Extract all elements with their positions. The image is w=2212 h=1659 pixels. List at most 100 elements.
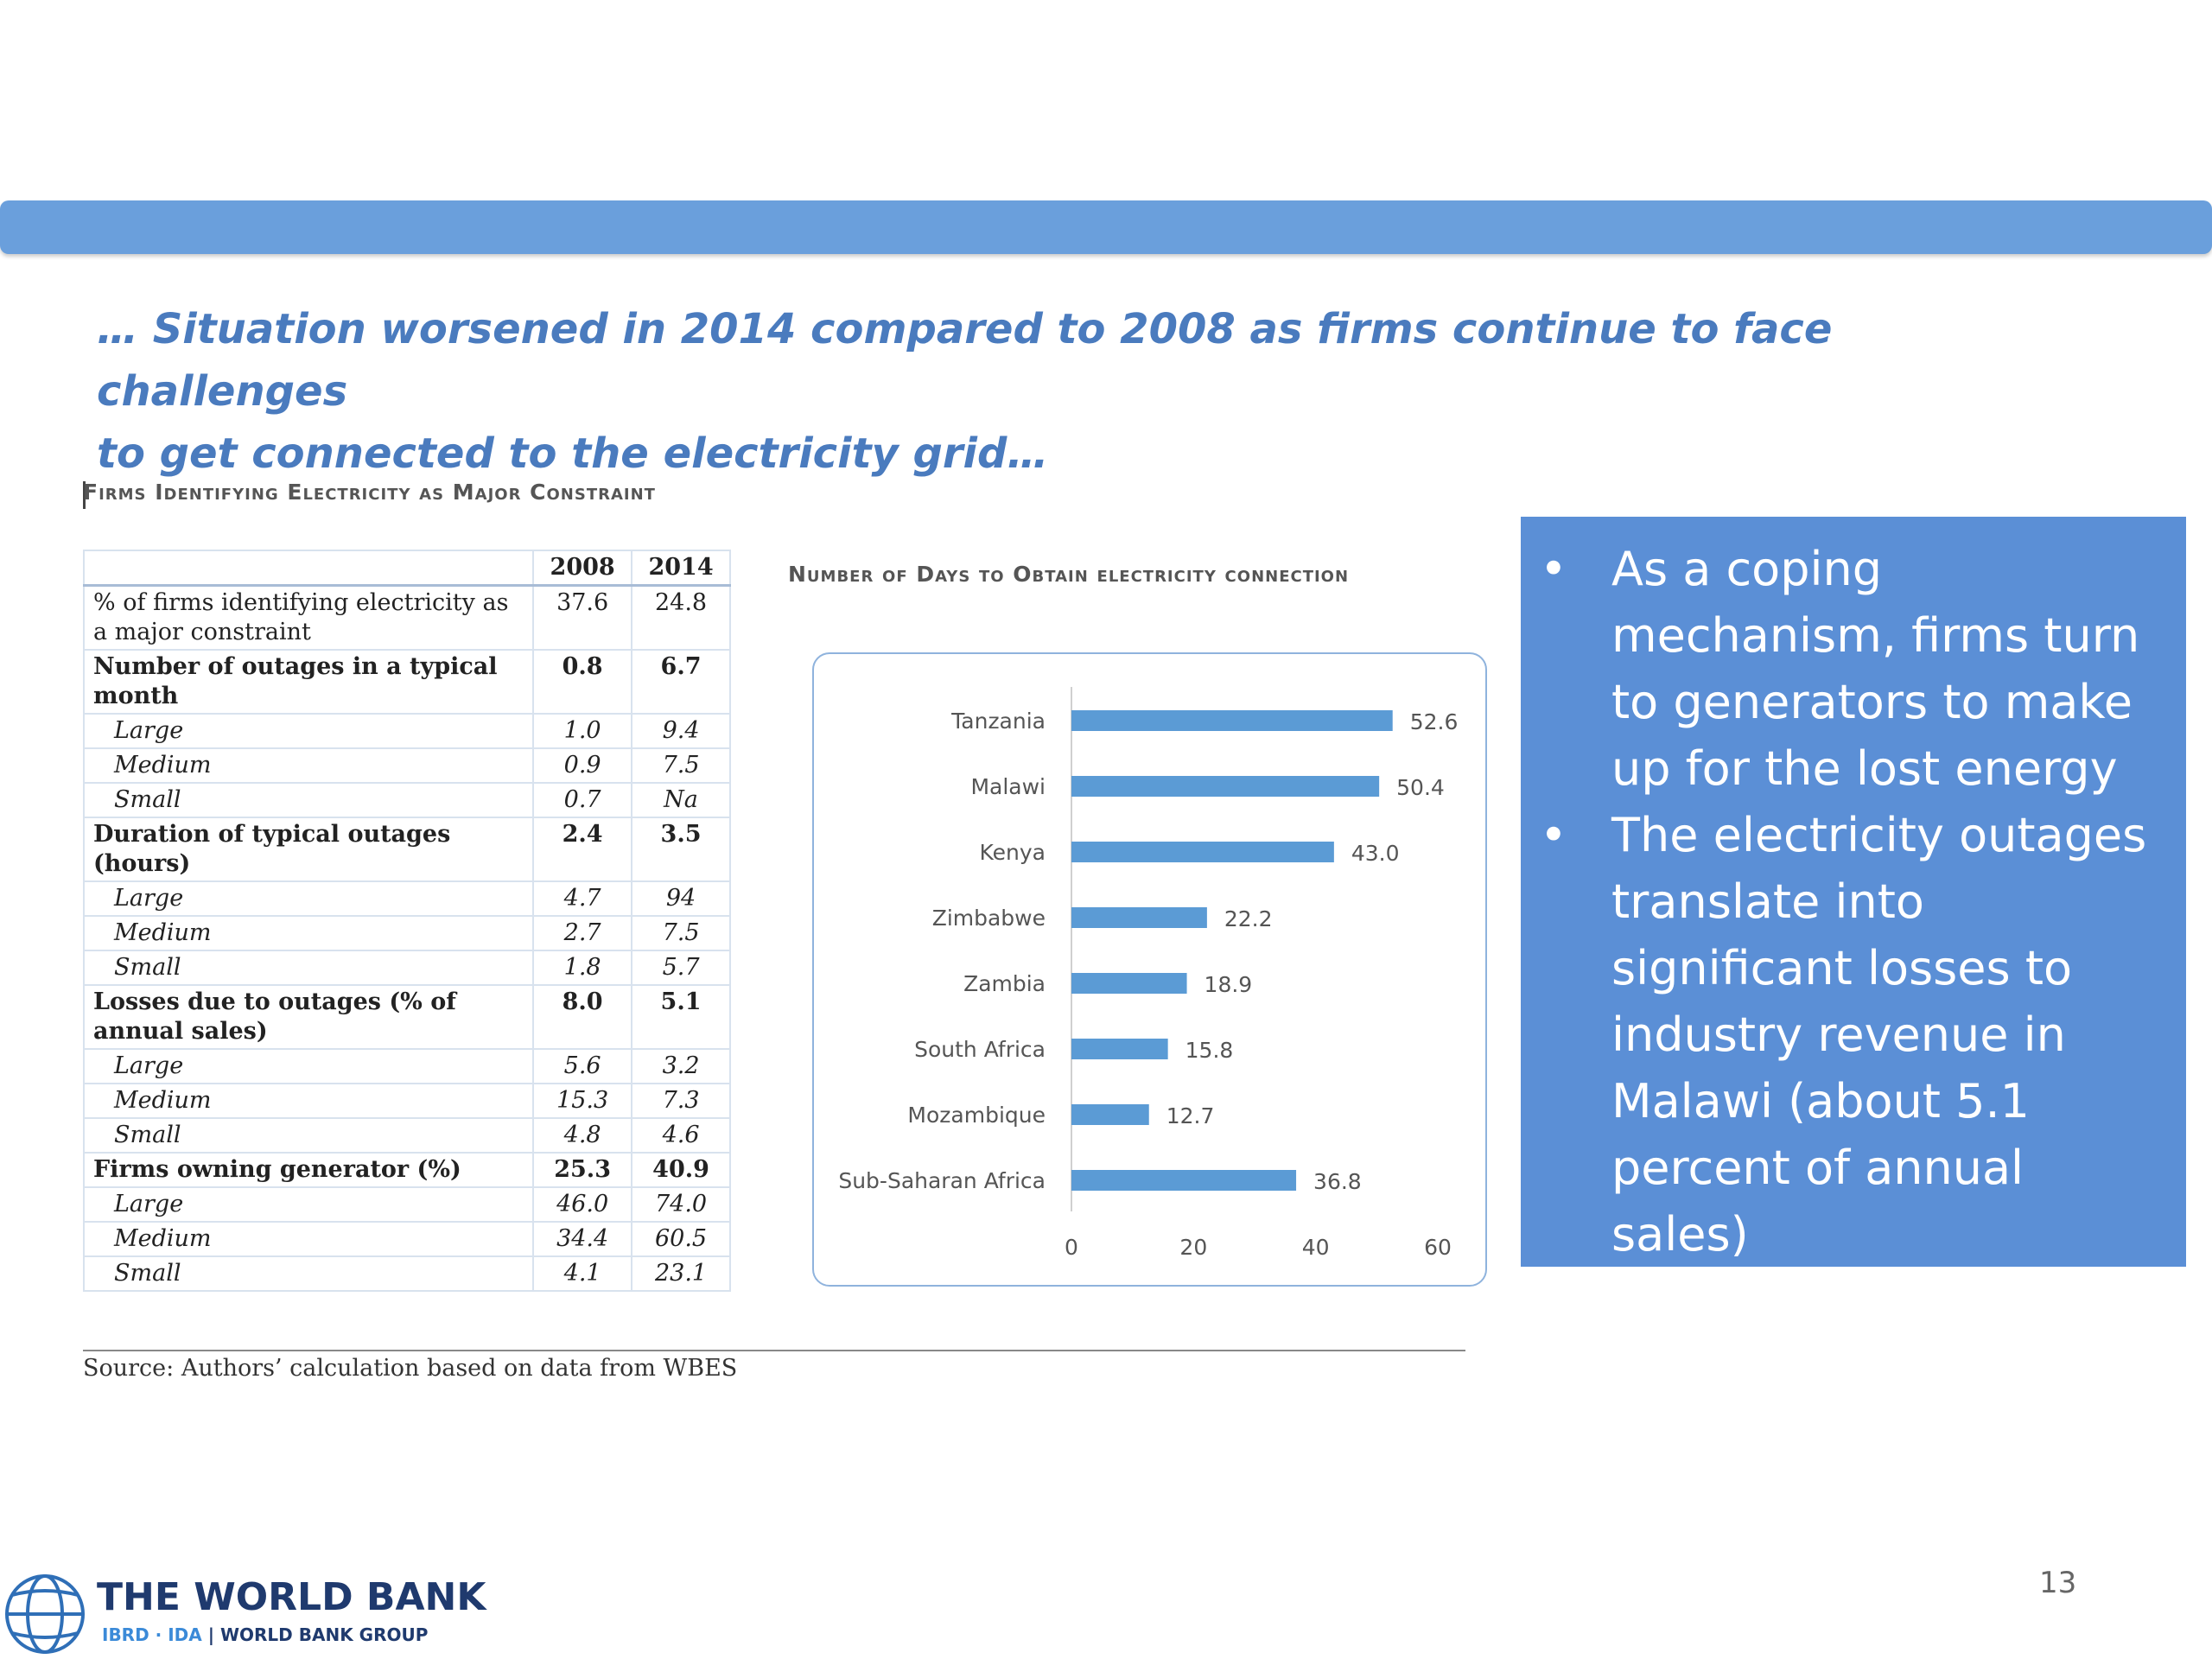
constraints-table: 2008 2014 % of firms identifying electri… <box>82 550 731 1292</box>
world-bank-logo-text: THE WORLD BANK <box>97 1575 486 1619</box>
table-cell-2014: 9.4 <box>631 713 731 749</box>
table-row-label: % of firms identifying electricity as a … <box>82 584 535 651</box>
table-row-label: Large <box>82 880 535 917</box>
data-label: 52.6 <box>1410 709 1459 734</box>
x-tick-label: 60 <box>1424 1235 1452 1260</box>
bar <box>1071 1104 1149 1125</box>
table-row: Firms owning generator (%) 25.3 40.9 <box>82 1152 731 1188</box>
table-cell-2014: 7.5 <box>631 747 731 784</box>
table-cell-2014: Na <box>631 782 731 818</box>
table-cell-2014: 94 <box>631 880 731 917</box>
table-cell-2008: 1.0 <box>532 713 633 749</box>
table-row-label: Firms owning generator (%) <box>82 1152 535 1188</box>
x-tick-label: 0 <box>1065 1235 1078 1260</box>
table-cell-2008: 25.3 <box>532 1152 633 1188</box>
data-label: 43.0 <box>1351 841 1400 866</box>
table-cell-2008: 5.6 <box>532 1048 633 1084</box>
table-cell-2008: 0.9 <box>532 747 633 784</box>
table-cell-2014: 6.7 <box>631 649 731 715</box>
table-row: Small 4.8 4.6 <box>82 1117 731 1154</box>
bullet-item: • As a coping mechanism, firms turn to ge… <box>1521 536 2160 802</box>
table-cell-2014: 60.5 <box>631 1221 731 1257</box>
table-cell-2014: 3.2 <box>631 1048 731 1084</box>
bullet-text: As a coping mechanism, firms turn to gen… <box>1611 542 2140 796</box>
category-label: Sub-Saharan Africa <box>838 1168 1046 1193</box>
table-cell-2008: 1.8 <box>532 950 633 986</box>
table-row: Small 0.7 Na <box>82 782 731 818</box>
table-row: Large 1.0 9.4 <box>82 713 731 749</box>
table-cell-2008: 46.0 <box>532 1186 633 1223</box>
bar-chart: Tanzania 52.6 Malawi 50.4 Kenya 43.0 Zimbabwe 2… <box>838 687 1459 1260</box>
table-row-label: Small <box>82 1255 535 1292</box>
table-cell-2008: 2.7 <box>532 915 633 951</box>
table-row: Large 5.6 3.2 <box>82 1048 731 1084</box>
table-row-label: Medium <box>82 1221 535 1257</box>
table-cell-2008: 4.1 <box>532 1255 633 1292</box>
table-cell-2008: 0.7 <box>532 782 633 818</box>
category-label: Zambia <box>963 971 1046 996</box>
table-header-label <box>82 550 535 587</box>
table-cell-2014: 23.1 <box>631 1255 731 1292</box>
data-label: 36.8 <box>1313 1169 1362 1194</box>
table-row: Large 46.0 74.0 <box>82 1186 731 1223</box>
table-cell-2014: 3.5 <box>631 817 731 882</box>
page-number: 13 <box>2039 1566 2077 1600</box>
table-cell-2014: 5.1 <box>631 984 731 1050</box>
category-label: South Africa <box>914 1037 1046 1062</box>
table-cell-2014: 24.8 <box>631 584 731 651</box>
data-label: 50.4 <box>1396 775 1445 800</box>
data-label: 18.9 <box>1205 972 1253 997</box>
bar <box>1071 776 1380 797</box>
table-row: Medium 34.4 60.5 <box>82 1221 731 1257</box>
table-row: Number of outages in a typical month 0.8 6… <box>82 649 731 715</box>
table-row-label: Small <box>82 1117 535 1154</box>
bullet-panel: • As a coping mechanism, firms turn to ge… <box>1521 517 2186 1267</box>
table-cell-2008: 4.7 <box>532 880 633 917</box>
table-row-label: Small <box>82 782 535 818</box>
x-tick-label: 20 <box>1179 1235 1207 1260</box>
bar <box>1071 842 1334 862</box>
table-cell-2014: 4.6 <box>631 1117 731 1154</box>
bar <box>1071 907 1207 928</box>
table-cell-2008: 2.4 <box>532 817 633 882</box>
category-label: Kenya <box>980 840 1046 865</box>
bar <box>1071 710 1393 731</box>
x-tick-label: 40 <box>1302 1235 1330 1260</box>
category-label: Malawi <box>970 774 1046 799</box>
table-row: Medium 2.7 7.5 <box>82 915 731 951</box>
data-label: 22.2 <box>1224 906 1273 931</box>
text-cursor <box>83 481 86 509</box>
table-row-label: Number of outages in a typical month <box>82 649 535 715</box>
chart-frame: Tanzania 52.6 Malawi 50.4 Kenya 43.0 Zimbabwe 2… <box>812 652 1487 1287</box>
table-cell-2014: 40.9 <box>631 1152 731 1188</box>
category-label: Tanzania <box>950 709 1046 734</box>
table-cell-2014: 5.7 <box>631 950 731 986</box>
table-row: Medium 15.3 7.3 <box>82 1083 731 1119</box>
bar <box>1071 1170 1297 1191</box>
table-row: Small 4.1 23.1 <box>82 1255 731 1292</box>
data-label: 12.7 <box>1166 1103 1215 1128</box>
logo-ibrd-ida: IBRD · IDA <box>102 1624 202 1645</box>
table-cell-2008: 0.8 <box>532 649 633 715</box>
table-row-label: Medium <box>82 1083 535 1119</box>
table-header-2014: 2014 <box>631 550 731 587</box>
table-row: Medium 0.9 7.5 <box>82 747 731 784</box>
table-row-label: Duration of typical outages (hours) <box>82 817 535 882</box>
table-row-label: Large <box>82 713 535 749</box>
table-title: Firms Identifying Electricity as Major C… <box>83 480 656 505</box>
bar <box>1071 1039 1168 1059</box>
headline-line-1: … Situation worsened in 2014 compared to… <box>97 305 1833 416</box>
bullet-dot-icon: • <box>1540 808 1567 862</box>
logo-group: WORLD BANK GROUP <box>219 1624 429 1645</box>
header-bar <box>0 200 2212 254</box>
bullet-item: • The electricity outages translate into … <box>1521 802 2160 1268</box>
chart-title: Number of Days to Obtain electricity con… <box>788 562 1350 587</box>
bullet-dot-icon: • <box>1540 542 1567 596</box>
headline-line-2: to get connected to the electricity grid… <box>97 429 1049 478</box>
source-note: Source: Authors’ calculation based on da… <box>83 1355 738 1382</box>
table-header-2008: 2008 <box>532 550 633 587</box>
table-cell-2008: 15.3 <box>532 1083 633 1119</box>
bar <box>1071 973 1187 994</box>
table-row-label: Medium <box>82 915 535 951</box>
table-row: Large 4.7 94 <box>82 880 731 917</box>
